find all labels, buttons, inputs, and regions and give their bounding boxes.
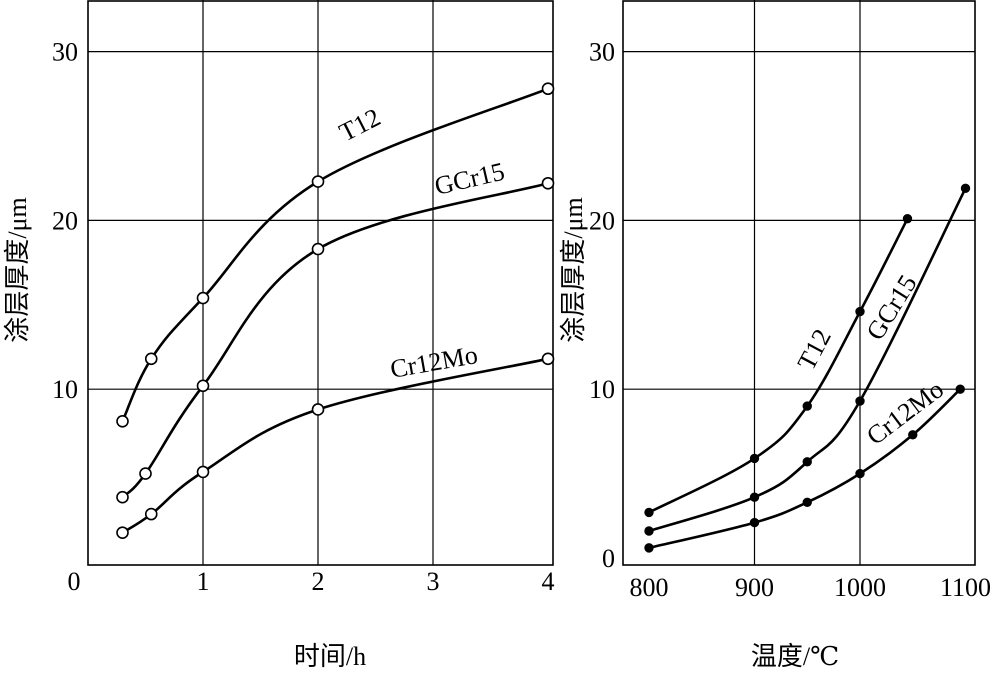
x-axis-title: 温度/℃ xyxy=(751,642,839,671)
data-point xyxy=(802,457,812,467)
data-point xyxy=(311,242,325,256)
data-point xyxy=(644,543,654,553)
series-line-gcr15 xyxy=(121,182,549,499)
data-point xyxy=(541,352,555,366)
data-point xyxy=(644,507,654,518)
data-point xyxy=(116,526,129,539)
x-tick-label: 0 xyxy=(68,567,81,596)
x-axis-title: 时间/h xyxy=(294,642,366,671)
series-line-cr12mo xyxy=(648,388,962,550)
data-point xyxy=(311,403,325,416)
data-point xyxy=(541,82,555,96)
x-tick-label: 1000 xyxy=(834,573,886,602)
data-point xyxy=(960,183,971,194)
y-tick-label: 10 xyxy=(589,375,615,404)
y-tick-label: 30 xyxy=(52,38,78,67)
y-tick-label: 20 xyxy=(52,206,78,235)
series-line-gcr15 xyxy=(648,187,967,533)
data-point xyxy=(196,291,210,305)
data-point xyxy=(855,396,865,406)
plot-frame xyxy=(87,0,554,566)
data-point xyxy=(749,517,760,528)
data-point xyxy=(802,497,812,507)
x-tick-label: 4 xyxy=(542,567,555,596)
x-tick-label: 800 xyxy=(630,573,669,602)
data-point xyxy=(955,384,965,394)
data-point xyxy=(902,214,913,224)
data-point xyxy=(116,490,129,504)
data-point xyxy=(541,176,555,190)
data-point xyxy=(139,467,152,480)
plot-frame xyxy=(622,0,976,566)
data-point xyxy=(855,306,865,317)
data-point xyxy=(749,492,760,502)
x-tick-label: 900 xyxy=(735,573,774,602)
data-point xyxy=(311,175,325,188)
series-label-t12: T12 xyxy=(335,102,385,147)
y-axis-title: 涂层厚度/μm xyxy=(3,197,32,342)
series-label-gcr15: GCr15 xyxy=(860,270,922,345)
data-point xyxy=(749,453,760,464)
y-tick-label: 30 xyxy=(589,38,615,67)
x-tick-label: 2 xyxy=(312,567,325,596)
y-tick-label: 20 xyxy=(589,206,615,235)
x-tick-label: 3 xyxy=(427,567,440,596)
x-tick-label: 1100 xyxy=(940,573,991,602)
series-line-t12 xyxy=(121,87,549,422)
y-tick-label: 0 xyxy=(602,544,615,573)
panel-temperature: 800 900 1000 11000102030温度/℃涂层厚度/μmT12GCr15… xyxy=(559,0,991,671)
data-point xyxy=(144,507,158,521)
y-axis-title: 涂层厚度/μm xyxy=(559,197,588,342)
x-tick-label: 1 xyxy=(197,567,210,596)
series-line-cr12mo xyxy=(121,357,549,534)
data-point xyxy=(144,352,158,366)
data-point xyxy=(855,468,865,479)
y-tick-label: 10 xyxy=(52,375,78,404)
data-point xyxy=(802,401,812,411)
series-label-cr12mo: Cr12Mo xyxy=(388,340,480,384)
data-point xyxy=(644,526,654,536)
data-point xyxy=(908,430,918,440)
data-point xyxy=(196,379,210,393)
data-point xyxy=(116,414,129,428)
data-point xyxy=(196,465,210,479)
